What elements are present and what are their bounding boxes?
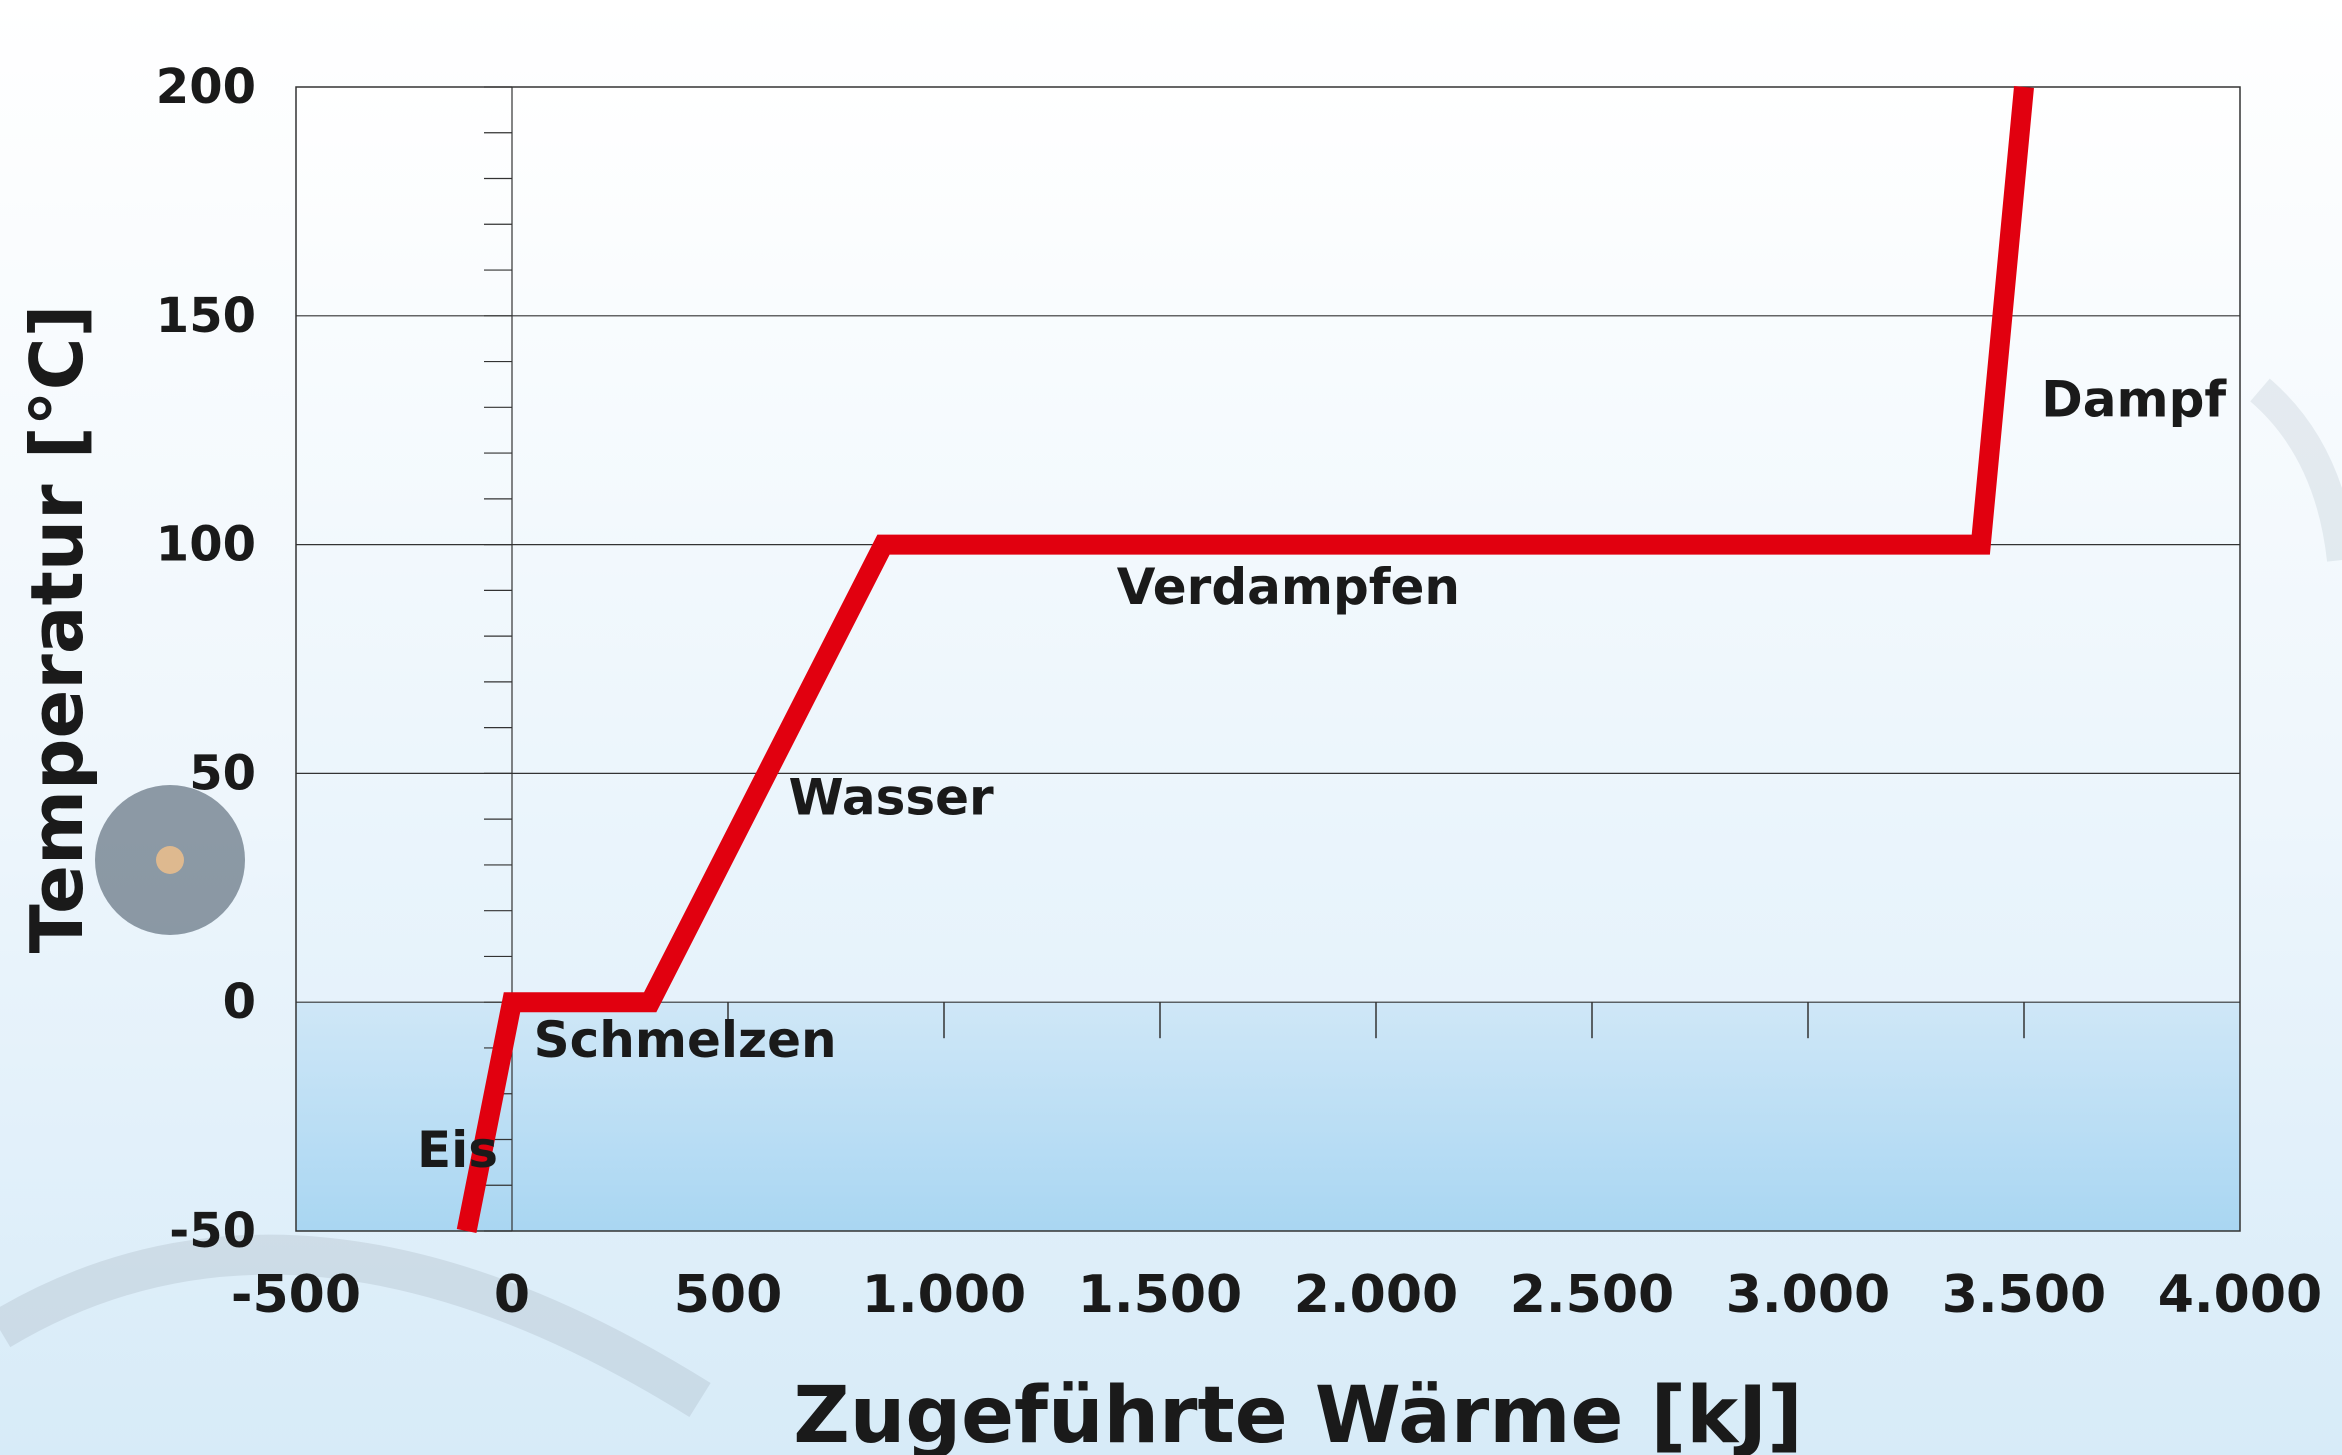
x-tick-label: 3.500 — [1942, 1265, 2106, 1325]
phase-label: Verdampfen — [1117, 558, 1460, 616]
x-tick-label: 1.000 — [862, 1265, 1026, 1325]
y-tick-label: 0 — [223, 974, 256, 1030]
x-axis-title: Zugeführte Wärme [kJ] — [793, 1371, 1803, 1455]
x-tick-label: -500 — [231, 1265, 361, 1325]
phase-label: Eis — [417, 1121, 498, 1179]
dial-arc-right — [2250, 378, 2342, 562]
x-tick-label: 500 — [674, 1265, 783, 1325]
dial-center — [156, 846, 184, 874]
thermometer-decoration — [0, 378, 2342, 1417]
y-axis-title: Temperatur [°C] — [15, 305, 99, 954]
x-tick-label: 1.500 — [1078, 1265, 1242, 1325]
y-tick-label: -50 — [169, 1203, 256, 1259]
y-tick-labels: -50 0 50 100 150 200 — [156, 59, 256, 1259]
plot-border — [295, 86, 2241, 1232]
x-tick-label: 2.500 — [1510, 1265, 1674, 1325]
phase-annotations: Eis Schmelzen Wasser Verdampfen Dampf — [417, 370, 2227, 1178]
x-tick-label: 3.000 — [1726, 1265, 1890, 1325]
x-tick-label: 0 — [494, 1265, 530, 1325]
phase-label: Schmelzen — [534, 1011, 837, 1069]
x-tick-label: 4.000 — [2158, 1265, 2322, 1325]
y-tick-label: 150 — [156, 288, 256, 344]
phase-label: Dampf — [2041, 370, 2227, 428]
y-tick-label: 100 — [156, 517, 256, 573]
dial-arc — [0, 1234, 711, 1417]
heating-curve-line — [456, 86, 2034, 1233]
phase-label: Wasser — [788, 769, 994, 827]
x-tick-label: 2.000 — [1294, 1265, 1458, 1325]
y-tick-label: 200 — [156, 59, 256, 115]
ice-region-shading — [296, 1002, 2240, 1231]
x-tick-labels: -500 0 500 1.000 1.500 2.000 2.500 3.000 3.500 4.… — [231, 1265, 2322, 1325]
series-group — [456, 86, 2034, 1233]
y-tick-label: 50 — [189, 745, 256, 801]
x-tick-marks — [727, 1002, 2025, 1039]
